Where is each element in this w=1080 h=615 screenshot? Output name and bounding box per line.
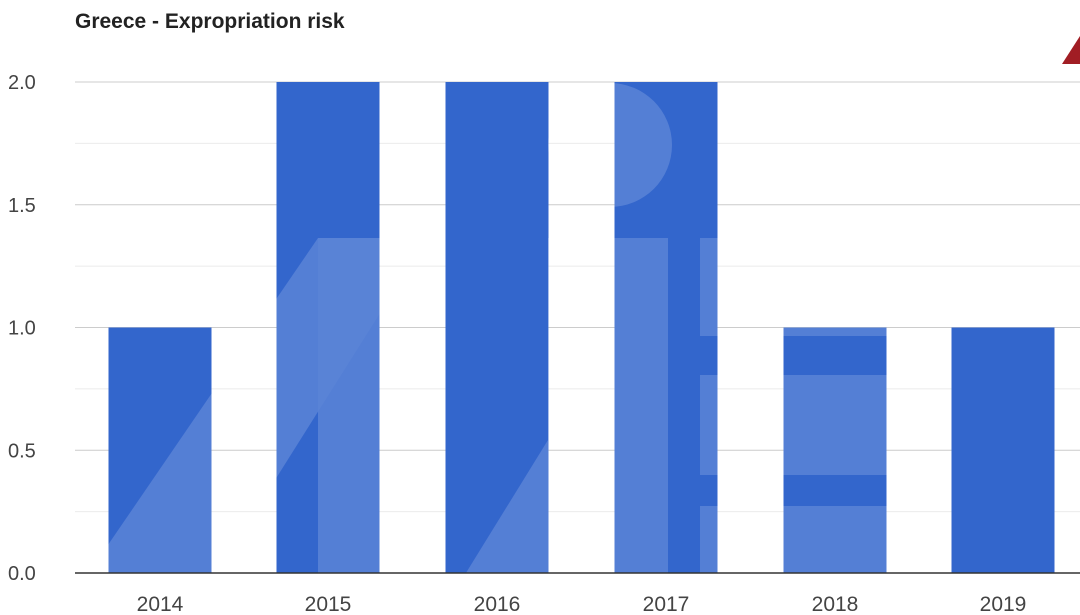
watermark-e-bottom <box>700 506 900 573</box>
y-tick-label: 0.5 <box>8 440 36 462</box>
x-tick-label: 2016 <box>474 593 521 615</box>
watermark-i-stem <box>548 238 668 573</box>
y-tick-label: 2.0 <box>8 72 36 94</box>
bar-2019[interactable] <box>951 327 1055 574</box>
y-tick-label: 1.0 <box>8 318 36 340</box>
y-tick-label: 0.0 <box>8 563 36 585</box>
y-tick-label: 1.5 <box>8 195 36 217</box>
watermark-diagonal-right <box>440 440 548 573</box>
x-tick-label: 2015 <box>305 593 352 615</box>
x-tick-label: 2017 <box>643 593 690 615</box>
watermark-e-top <box>700 238 900 336</box>
watermark-i-dot <box>548 83 672 207</box>
corner-logo-fragment <box>1062 36 1080 64</box>
x-tick-label: 2019 <box>980 593 1027 615</box>
watermark-e-middle <box>700 375 900 475</box>
watermark-a-stem <box>318 238 382 573</box>
chart-title: Greece - Expropriation risk <box>75 10 345 33</box>
axes: 0.0 0.5 1.0 1.5 2.0 2014 2015 2016 2017 2018 2019 <box>8 72 1080 615</box>
x-tick-label: 2018 <box>812 593 859 615</box>
x-tick-label: 2014 <box>137 593 184 615</box>
gridlines <box>75 81 1080 513</box>
